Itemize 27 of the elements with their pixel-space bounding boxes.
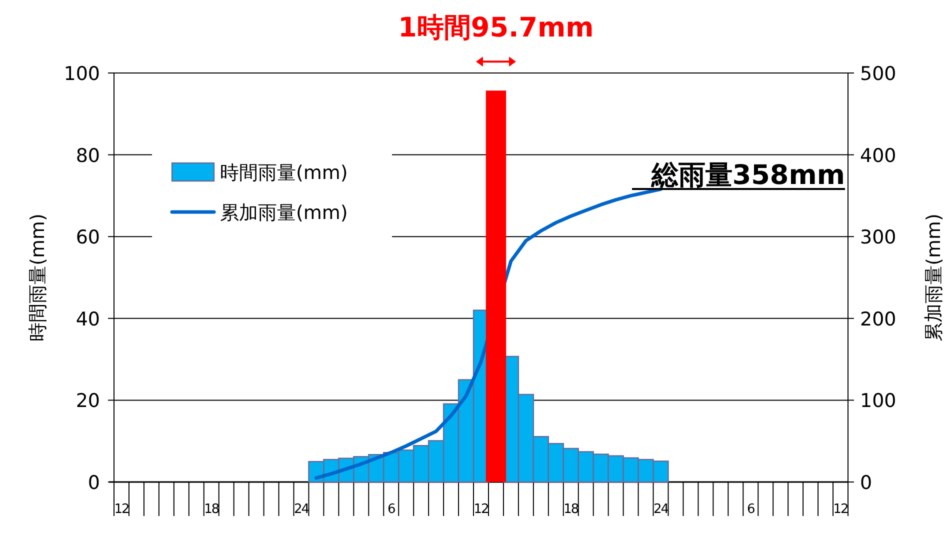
y2-tick-label: 200 (860, 308, 896, 330)
x-tick-label: 18 (204, 502, 220, 517)
legend-label: 時間雨量(mm) (220, 162, 348, 184)
y-tick-label: 40 (76, 308, 100, 330)
y2-tick-label: 400 (860, 144, 896, 167)
y2-tick-label: 0 (860, 472, 872, 494)
x-tick-label: 6 (387, 502, 396, 517)
y-tick-label: 20 (76, 390, 100, 412)
annotation: 総雨量358mm (650, 160, 845, 191)
x-tick-label: 12 (833, 502, 848, 517)
legend-label: 累加雨量(mm) (220, 202, 348, 224)
x-tick-label: 6 (746, 502, 755, 517)
y-tick-label: 60 (76, 226, 100, 249)
x-tick-label: 24 (294, 502, 310, 517)
y2-tick-label: 300 (860, 226, 896, 249)
y2-axis-title: 累加雨量(mm) (923, 214, 945, 342)
y-tick-label: 100 (64, 63, 100, 85)
y2-tick-label: 500 (860, 63, 896, 85)
y2-tick-label: 100 (860, 390, 896, 412)
y-tick-label: 0 (88, 472, 100, 494)
x-tick-label: 12 (474, 502, 488, 517)
x-tick-label: 24 (653, 502, 669, 517)
y-axis-title: 時間雨量(mm) (27, 214, 49, 342)
annotation: 1時間95.7mm (398, 12, 594, 44)
x-tick-label: 18 (564, 502, 579, 517)
y-tick-label: 80 (76, 144, 100, 167)
x-tick-label: 12 (114, 502, 129, 517)
